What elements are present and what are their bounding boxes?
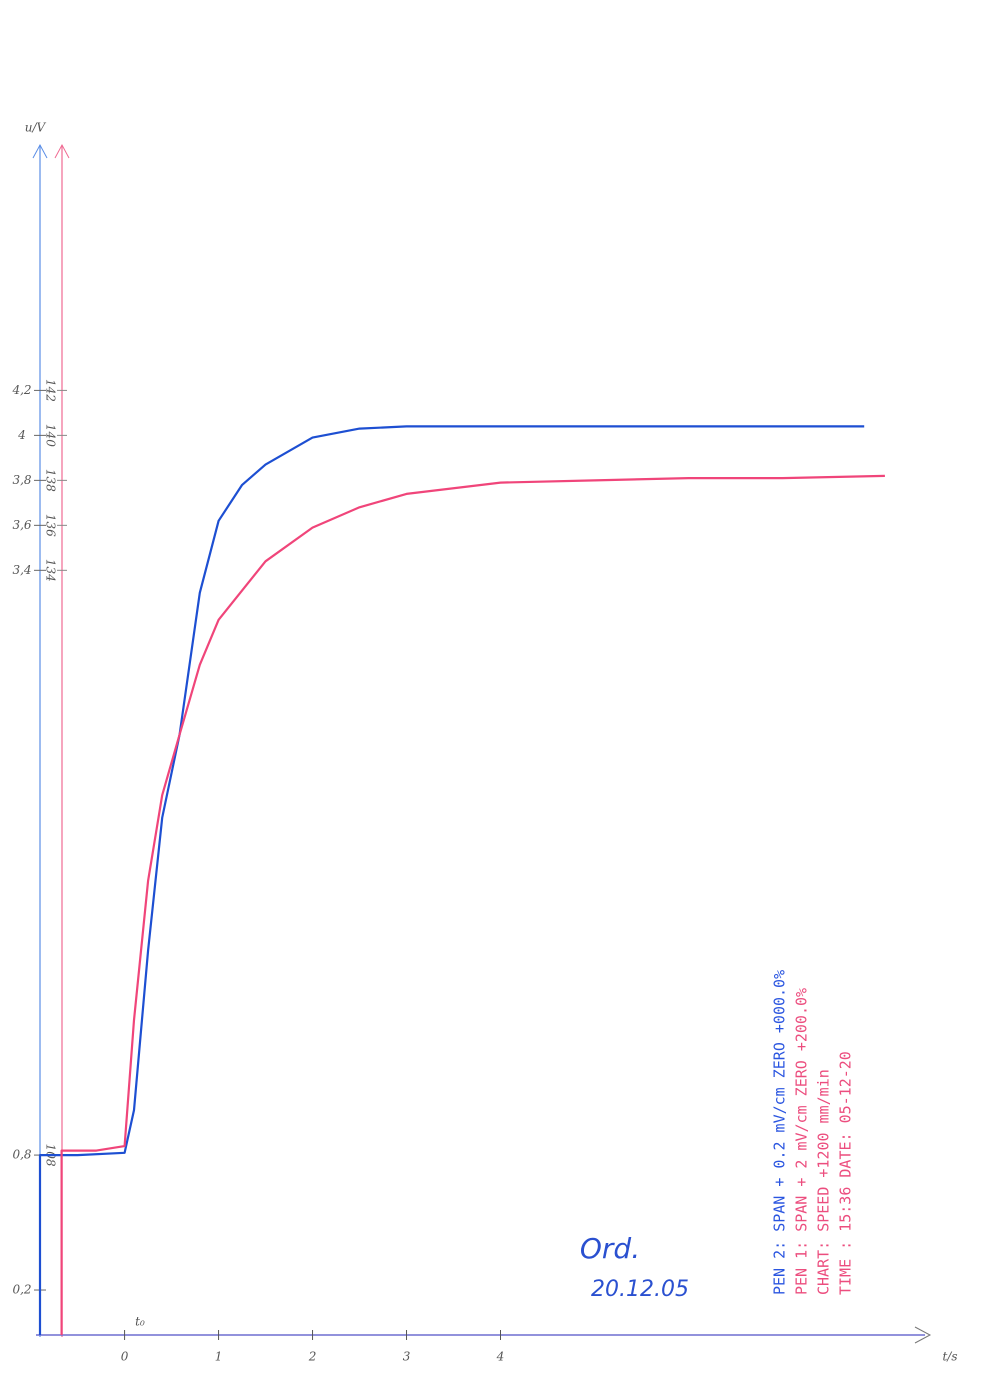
- x-tick-label: 0: [121, 1350, 129, 1364]
- y-arrow: [32, 143, 48, 159]
- y-tick-label: 0,8: [12, 1148, 31, 1162]
- y2-tick-label: 138: [44, 469, 58, 492]
- signature: Ord.: [580, 1232, 640, 1265]
- x-tick-label: 2: [308, 1350, 317, 1364]
- x-tick-label: 3: [403, 1350, 411, 1364]
- data-line: [60, 474, 885, 1335]
- y-tick-label: 4: [17, 428, 26, 442]
- printout-line: CHART: SPEED +1200 mm/min: [815, 1069, 833, 1295]
- y2-tick-label: 134: [44, 559, 58, 582]
- y-tick-label: 4,2: [11, 383, 31, 397]
- data-line: [38, 425, 865, 1335]
- y-tick-label: 3,6: [12, 518, 31, 532]
- y2-arrow: [54, 143, 70, 159]
- y-axis-label: u/V: [25, 121, 47, 135]
- y2-tick-label: 136: [44, 514, 58, 537]
- y-tick-label: 0,2: [12, 1283, 31, 1297]
- t0-annotation: t₀: [135, 1315, 145, 1329]
- y2-tick-label: 140: [44, 424, 58, 447]
- x-tick-label: 4: [496, 1350, 505, 1364]
- printout-line: PEN 1: SPAN + 2 mV/cm ZERO +200.0%: [793, 988, 811, 1295]
- printout-line: TIME : 15:36 DATE: 05-12-20: [837, 1051, 855, 1295]
- x-tick-label: 1: [215, 1350, 223, 1364]
- printout-line: PEN 2: SPAN + 0.2 mV/cm ZERO +000.0%: [771, 970, 789, 1295]
- signature-date: 20.12.05: [591, 1277, 689, 1302]
- x-axis-label: t/s: [942, 1350, 957, 1364]
- x-arrow: [914, 1326, 932, 1344]
- y-tick-label: 3,4: [12, 563, 31, 577]
- y-tick-label: 3,8: [12, 473, 31, 487]
- y2-tick-label: 142: [44, 379, 58, 402]
